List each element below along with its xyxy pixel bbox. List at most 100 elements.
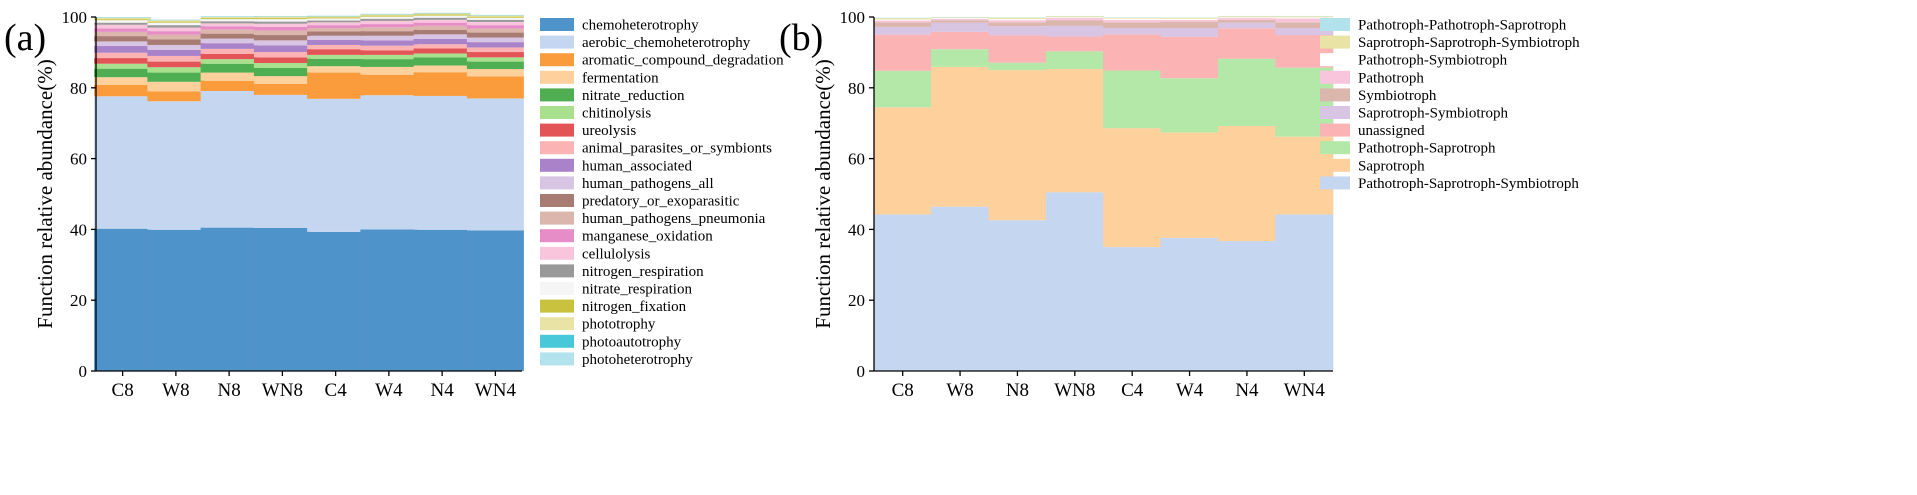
bar-segment-C4-5	[307, 54, 365, 59]
x-tick-label: C4	[1121, 380, 1144, 401]
legend-label: human_pathogens_pneumonia	[582, 211, 766, 227]
legend-swatch	[1320, 53, 1350, 67]
legend-label: phototrophy	[582, 317, 656, 333]
bar-segment-W4-4	[360, 59, 418, 67]
bar-segment-C4-6	[307, 49, 365, 55]
bar-segment-N4-6	[1217, 18, 1276, 20]
bar-segment-C8-4	[873, 26, 932, 35]
bar-segment-W4-13	[360, 20, 418, 25]
legend-swatch	[1320, 106, 1350, 119]
bar-segment-WN8-9	[253, 40, 311, 46]
bar-segment-W4-2	[360, 74, 418, 96]
bar-segment-N4-17	[413, 13, 471, 15]
y-tick-label: 0	[857, 362, 866, 381]
x-tick-label: C8	[112, 380, 134, 401]
bar-segment-N4-14	[413, 17, 471, 20]
bar-segment-W8-13	[147, 27, 205, 32]
legend: chemoheterotrophyaerobic_chemoheterotrop…	[540, 18, 784, 368]
bar-segment-WN8-12	[253, 26, 311, 31]
bar-segment-N8-10	[200, 33, 258, 39]
bar-segment-N8-6	[988, 20, 1047, 23]
bar-segment-WN4-4	[1275, 27, 1334, 36]
bar-segment-W8-14	[147, 25, 205, 28]
x-tick-label: W8	[162, 380, 189, 401]
bar-segment-N4-3	[1217, 28, 1276, 59]
bar-segment-WN4-8	[1275, 16, 1334, 18]
x-tick-label: WN4	[1284, 380, 1326, 401]
bar-segment-W8-11	[147, 34, 205, 40]
bar-segment-C4-2	[307, 72, 365, 99]
bar-segment-W4-1	[360, 95, 418, 230]
bar-segment-C4-8	[307, 40, 365, 45]
bar-segment-N4-1	[413, 95, 471, 230]
bar-segment-C8-15	[94, 20, 152, 23]
bar-segment-N4-6	[413, 48, 471, 54]
bar-segment-N4-15	[413, 15, 471, 18]
bar-segment-C4-0	[1103, 247, 1162, 371]
y-tick-label: 40	[70, 220, 87, 239]
bar-segment-WN8-16	[253, 18, 311, 20]
bar-segment-N4-3	[413, 65, 471, 73]
bar-segment-W4-5	[360, 54, 418, 60]
bar-segment-N8-7	[200, 48, 258, 54]
legend-swatch	[540, 88, 574, 102]
legend-label: unassigned	[1358, 123, 1425, 139]
bar-segment-WN8-4	[1045, 25, 1104, 37]
bar-segment-WN4-2	[466, 76, 524, 99]
bar-segment-W4-11	[360, 27, 418, 32]
bar-segment-C4-1	[1103, 128, 1162, 248]
bar-segment-W8-1	[147, 101, 205, 230]
bar-segment-WN8-1	[253, 94, 311, 228]
legend-swatch	[540, 106, 574, 119]
legend-swatch	[540, 18, 574, 31]
x-tick-label: N4	[1235, 380, 1259, 401]
bar-segment-W8-0	[931, 206, 990, 371]
bar-segment-N4-7	[1217, 17, 1276, 19]
bar-segment-W4-0	[1160, 237, 1219, 371]
bar-segment-C4-0	[307, 231, 365, 371]
bar-segment-N8-6	[200, 53, 258, 60]
bar-segment-W4-4	[1160, 27, 1219, 37]
legend-swatch	[1320, 88, 1350, 102]
bar-segment-W4-8	[360, 40, 418, 46]
bar-segment-W4-5	[1160, 21, 1219, 28]
bar-segment-N8-5	[988, 22, 1047, 27]
bar-segment-W4-16	[360, 15, 418, 17]
bar-segment-WN4-13	[466, 21, 524, 26]
bar-segment-WN4-10	[466, 32, 524, 38]
bar-segment-WN8-1	[1045, 69, 1104, 193]
bar-segment-C4-12	[307, 25, 365, 28]
bar-segment-WN4-0	[1275, 214, 1334, 371]
bar-segment-W8-8	[931, 17, 990, 19]
bar-segment-W8-4	[147, 72, 205, 82]
legend-label: nitrate_respiration	[582, 282, 692, 298]
bar-segment-C4-8	[1103, 17, 1162, 19]
y-tick-label: 40	[848, 220, 865, 239]
legend-label: cellulolysis	[582, 246, 650, 262]
bar-segment-W4-3	[360, 66, 418, 75]
bar-segment-W4-8	[1160, 17, 1219, 19]
bar-segment-W4-14	[360, 18, 418, 21]
y-tick-label: 80	[70, 79, 87, 98]
bar-segment-W8-3	[931, 31, 990, 50]
bar-segment-WN8-6	[1045, 18, 1104, 21]
bar-segment-C8-12	[94, 28, 152, 32]
legend-label: Saprotroph-Symbiotroph	[1358, 106, 1508, 122]
bar-segment-N8-8	[200, 43, 258, 49]
bar-segment-C4-16	[307, 17, 365, 19]
bar-segment-C8-13	[94, 24, 152, 29]
bar-segment-WN8-10	[253, 35, 311, 41]
bar-segment-C8-2	[873, 70, 932, 108]
bar-segment-W8-12	[147, 31, 205, 35]
x-tick-label: WN8	[1054, 380, 1095, 401]
bar-segment-WN4-16	[466, 16, 524, 18]
bar-segment-WN8-2	[253, 83, 311, 95]
bar-segment-WN4-1	[466, 98, 524, 231]
bar-segment-WN4-7	[1275, 17, 1334, 19]
bar-segment-C8-14	[94, 22, 152, 25]
bar-segment-C8-1	[873, 107, 932, 215]
bar-segment-WN4-6	[1275, 18, 1334, 23]
bar-segment-C8-5	[94, 63, 152, 69]
bar-segment-WN4-6	[466, 52, 524, 58]
bar-segment-WN4-9	[466, 37, 524, 43]
